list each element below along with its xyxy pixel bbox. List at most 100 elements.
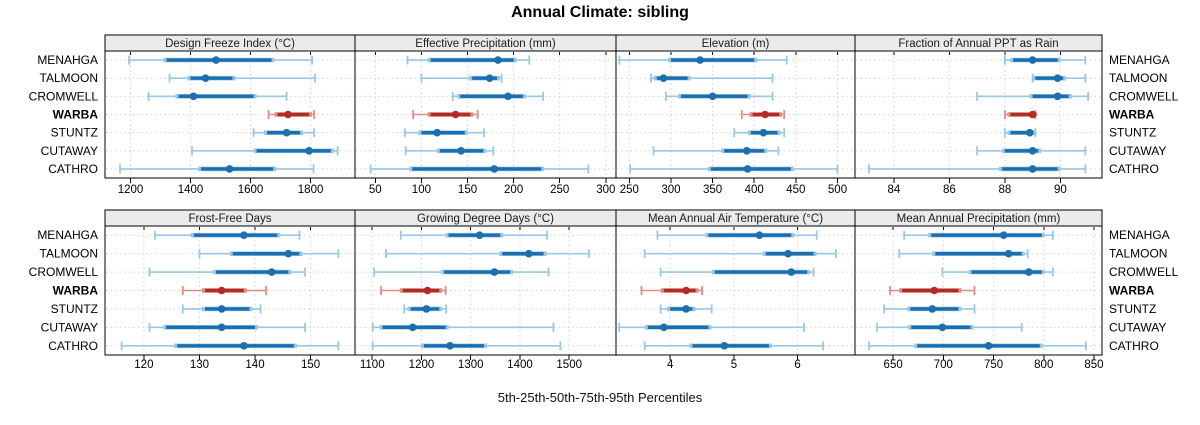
- panel-design-freeze-index-c-: Design Freeze Index (°C) 1200 1400 1600 1800…: [29, 34, 356, 196]
- station-label-right: CATHRO: [1109, 339, 1159, 353]
- median-dot: [284, 110, 292, 119]
- station-label-right: CATHRO: [1109, 162, 1159, 176]
- median-dot: [475, 231, 484, 240]
- percentile-row-warba: [1003, 110, 1038, 119]
- station-label-right: WARBA: [1109, 108, 1155, 122]
- percentile-row-talmoon: [420, 73, 503, 83]
- percentile-row-menahga: [154, 230, 301, 240]
- median-dot: [682, 286, 690, 295]
- axis-tick-label: 86: [943, 184, 956, 196]
- percentile-row-cathro: [868, 341, 1087, 351]
- axis-tick-label: 800: [1034, 359, 1053, 371]
- percentile-row-talmoon: [198, 249, 340, 259]
- axis-tick-label: 5: [731, 359, 737, 371]
- panel-strip-title: Elevation (m): [702, 38, 770, 50]
- median-dot: [282, 128, 291, 137]
- axis-tick-label: 250: [550, 184, 569, 196]
- axis-tick-label: 1400: [178, 184, 204, 196]
- percentile-row-stuntz: [1003, 128, 1037, 138]
- axis-tick-label: 250: [620, 184, 639, 196]
- panel-mean-annual-precipitation-mm-: Mean Annual Precipitation (mm) 650 700 750 8…: [854, 209, 1179, 371]
- percentile-row-menahga: [399, 230, 548, 240]
- percentile-row-talmoon: [385, 249, 590, 259]
- axis-tick-label: 400: [745, 184, 764, 196]
- median-dot: [490, 165, 499, 173]
- median-dot: [217, 323, 226, 332]
- percentile-row-warba: [740, 110, 786, 119]
- median-dot: [696, 56, 704, 64]
- median-dot: [930, 286, 939, 295]
- axis-tick-label: 100: [412, 184, 431, 196]
- median-dot: [659, 74, 668, 83]
- percentile-row-talmoon: [643, 249, 837, 259]
- median-dot: [408, 323, 417, 332]
- median-dot: [217, 286, 226, 295]
- axis-tick-label: 650: [884, 359, 903, 371]
- percentile-row-warba: [267, 110, 316, 119]
- station-label-right: MENAHGA: [1109, 228, 1170, 242]
- median-dot: [742, 146, 751, 155]
- percentile-row-cutaway: [148, 322, 306, 332]
- percentile-row-cutaway: [876, 322, 1023, 332]
- median-dot: [755, 231, 764, 240]
- percentile-row-stuntz: [733, 128, 786, 138]
- axis-tick-label: 700: [934, 359, 953, 371]
- median-dot: [784, 249, 792, 258]
- median-dot: [240, 231, 248, 240]
- median-dot: [1024, 268, 1033, 276]
- station-label-left: CUTAWAY: [41, 144, 98, 158]
- chart-title: Annual Climate: sibling: [511, 4, 689, 21]
- median-dot: [217, 305, 226, 313]
- percentile-row-cathro: [371, 341, 562, 351]
- percentile-row-cathro: [629, 164, 839, 174]
- panel-strip-title: Mean Annual Precipitation (mm): [897, 213, 1061, 225]
- percentile-row-cutaway: [191, 146, 339, 156]
- median-dot: [999, 231, 1008, 240]
- percentile-row-menahga: [903, 230, 1054, 240]
- percentile-row-talmoon: [898, 249, 1029, 259]
- median-dot: [494, 56, 502, 64]
- percentile-row-cathro: [119, 164, 315, 174]
- median-dot: [984, 341, 993, 350]
- percentile-row-cromwell: [147, 91, 288, 101]
- panel-fraction-of-annual-ppt-as-rain: Fraction of Annual PPT as Rain 84 86 88 90 ME…: [854, 34, 1179, 196]
- percentile-row-cathro: [867, 164, 1087, 174]
- panel-elevation-m-: Elevation (m) 250 300 350 400 450 500: [615, 34, 856, 196]
- percentile-row-menahga: [656, 230, 818, 240]
- median-dot: [189, 92, 198, 101]
- axis-tick-label: 90: [1054, 184, 1067, 196]
- panel-strip-title: Design Freeze Index (°C): [165, 38, 295, 50]
- percentile-row-cromwell: [665, 91, 774, 101]
- station-label-left: WARBA: [53, 108, 99, 122]
- axis-tick-label: 84: [887, 184, 900, 196]
- median-dot: [490, 268, 499, 276]
- axis-tick-label: 300: [596, 184, 615, 196]
- axis-tick-label: 1800: [298, 184, 324, 196]
- station-label-left: WARBA: [53, 284, 99, 298]
- axis-tick-label: 300: [661, 184, 680, 196]
- median-dot: [240, 341, 248, 350]
- percentile-row-menahga: [406, 55, 531, 65]
- percentile-row-cutaway: [404, 146, 495, 156]
- axis-tick-label: 750: [984, 359, 1003, 371]
- axis-tick-label: 1600: [238, 184, 264, 196]
- median-dot: [761, 110, 769, 119]
- percentile-row-cathro: [120, 341, 340, 351]
- axis-tick-label: 150: [301, 359, 320, 371]
- percentile-row-stuntz: [403, 128, 486, 138]
- median-dot: [938, 323, 947, 332]
- station-label-right: WARBA: [1109, 284, 1155, 298]
- percentile-row-warba: [380, 286, 447, 295]
- median-dot: [457, 146, 465, 155]
- station-label-right: CROMWELL: [1109, 265, 1179, 279]
- station-label-left: STUNTZ: [51, 126, 98, 140]
- percentile-row-cromwell: [941, 267, 1054, 277]
- median-dot: [720, 341, 729, 350]
- axis-tick-label: 130: [190, 359, 209, 371]
- station-label-left: CROMWELL: [29, 89, 99, 103]
- station-label-left: CATHRO: [48, 339, 98, 353]
- median-dot: [423, 286, 432, 295]
- median-dot: [1004, 249, 1013, 258]
